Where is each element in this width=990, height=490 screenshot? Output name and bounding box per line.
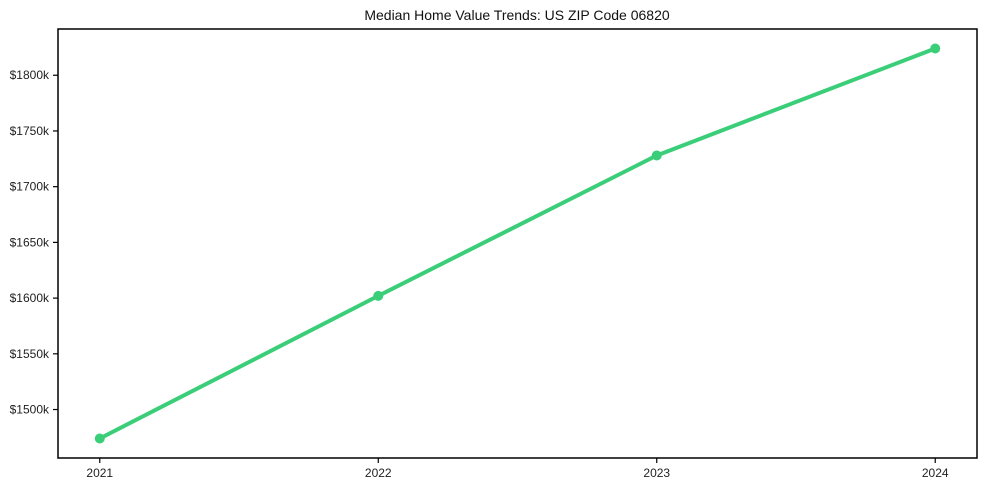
- y-tick-label: $1800k: [10, 68, 50, 82]
- x-tick-label: 2022: [365, 466, 392, 480]
- y-tick-label: $1650k: [10, 235, 50, 249]
- data-point-marker: [94, 433, 105, 444]
- y-tick-label: $1750k: [10, 124, 50, 138]
- y-tick-label: $1700k: [10, 180, 50, 194]
- chart-title: Median Home Value Trends: US ZIP Code 06…: [364, 7, 670, 23]
- y-tick-label: $1600k: [10, 291, 50, 305]
- data-point-marker: [930, 43, 941, 54]
- x-tick-label: 2021: [86, 466, 113, 480]
- y-tick-label: $1550k: [10, 347, 50, 361]
- plot-border: [57, 28, 978, 459]
- x-tick-label: 2024: [922, 466, 949, 480]
- data-point-marker: [651, 150, 662, 161]
- trend-line: [97, 46, 938, 441]
- data-point-marker: [373, 290, 384, 301]
- x-tick-label: 2023: [643, 466, 670, 480]
- y-tick-label: $1500k: [10, 403, 50, 417]
